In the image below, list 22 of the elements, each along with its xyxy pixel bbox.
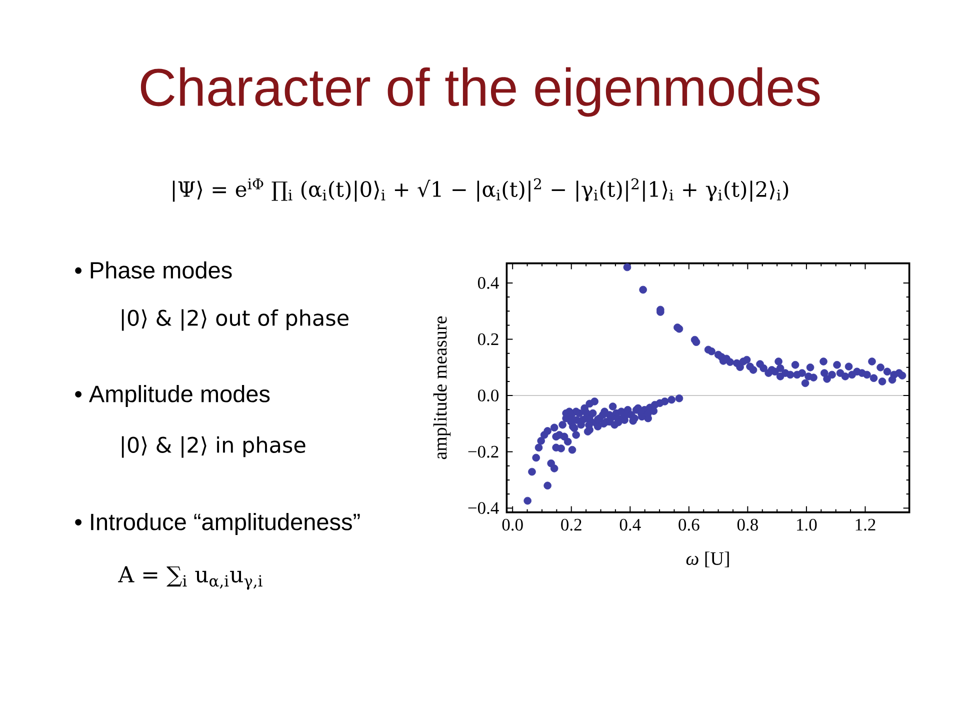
x-tick-label: 0.0: [502, 518, 523, 531]
x-tick-label: 0.4: [620, 518, 641, 531]
text: • Amplitude modes: [75, 385, 270, 407]
chart-title: Character of the eigenmodes: [140, 67, 820, 117]
x-tick-label: 0.6: [678, 518, 700, 531]
text: |0⟩ & |2⟩ out of phase: [122, 309, 348, 331]
text: |0⟩ & |2⟩ in phase: [122, 436, 306, 458]
text: • Introduce “amplitudeness”: [75, 513, 360, 535]
y-tick-label: 0.2: [478, 333, 498, 346]
x-tick-label: 0.2: [561, 518, 582, 531]
x-axis-title: ω [U]: [686, 552, 729, 568]
y-tick-label: 0.4: [478, 277, 499, 289]
y-tick-label: −0.4: [468, 502, 499, 514]
x-tick-label: 1.2: [856, 518, 876, 531]
text: A = ∑$_{i}$ u$_{α,i}$u$_{γ,i}$: [118, 566, 262, 590]
x-tick-label: 0.8: [737, 518, 758, 531]
y-tick-label: 0.0: [478, 390, 498, 402]
text: |Ψ⟩ = e$^{iΦ}$ ∏$_{i}$ (α$_{i}$(t)|0⟩$_{i}$ + √1 − |α$_{i}$(t)|$^{2}$ − |γ$_{i}$(t)|$^{2}$|1⟩$_{i}$ + γ$_{i}$(t)|2⟩$_{i}$): [172, 178, 788, 202]
y-axis-title: amplitude measure: [433, 316, 451, 460]
text: • Phase modes: [75, 261, 232, 279]
y-tick-label: −0.2: [468, 446, 498, 458]
x-tick-label: 1.0: [797, 518, 817, 531]
